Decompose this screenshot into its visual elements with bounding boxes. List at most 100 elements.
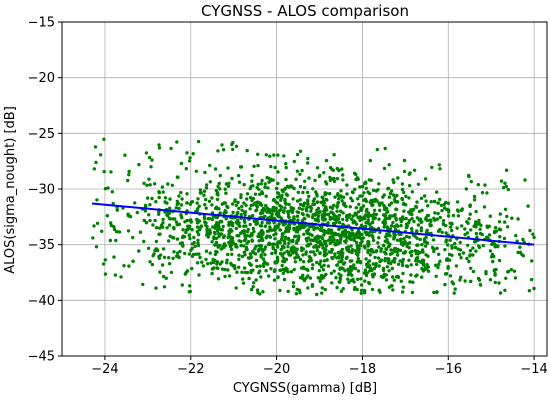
scatter-point — [352, 263, 356, 267]
scatter-point — [225, 258, 229, 262]
scatter-point — [142, 181, 146, 185]
scatter-point — [308, 276, 313, 280]
scatter-point — [322, 263, 326, 267]
scatter-point — [364, 209, 368, 213]
scatter-point — [411, 280, 415, 284]
scatter-point — [318, 242, 323, 246]
scatter-point — [315, 200, 320, 204]
scatter-point — [188, 156, 192, 160]
scatter-point — [493, 272, 497, 276]
scatter-point — [418, 237, 422, 242]
scatter-point — [102, 137, 106, 141]
scatter-point — [258, 202, 263, 207]
scatter-point — [370, 234, 374, 238]
scatter-point — [337, 197, 341, 201]
scatter-point — [223, 187, 227, 191]
scatter-point — [268, 154, 272, 158]
scatter-point — [188, 236, 192, 241]
scatter-point — [244, 245, 249, 249]
scatter-point — [471, 246, 475, 250]
scatter-point — [308, 232, 312, 236]
scatter-point — [216, 184, 220, 189]
scatter-point — [248, 234, 252, 238]
scatter-point — [323, 287, 327, 292]
scatter-point — [394, 216, 398, 220]
scatter-point — [375, 147, 379, 152]
scatter-point — [237, 234, 241, 238]
scatter-point — [458, 240, 462, 245]
scatter-point — [354, 206, 358, 210]
scatter-point — [527, 289, 532, 293]
scatter-point — [345, 192, 349, 196]
scatter-point — [208, 163, 212, 168]
scatter-point — [349, 278, 353, 283]
scatter-point — [259, 243, 263, 248]
scatter-point — [175, 140, 179, 144]
scatter-point — [338, 267, 342, 271]
scatter-point — [505, 225, 510, 229]
scatter-point — [310, 284, 315, 288]
scatter-point — [391, 178, 395, 182]
scatter-point — [122, 264, 126, 268]
scatter-point — [249, 287, 254, 292]
scatter-point — [359, 277, 363, 281]
scatter-point — [145, 183, 149, 187]
scatter-point — [518, 250, 523, 254]
scatter-point — [217, 207, 221, 211]
scatter-point — [307, 259, 311, 263]
scatter-point — [147, 155, 152, 160]
scatter-point — [315, 194, 319, 198]
scatter-point — [487, 224, 492, 228]
scatter-point — [469, 228, 473, 232]
scatter-point — [145, 196, 150, 200]
scatter-point — [185, 269, 190, 273]
scatter-point — [265, 262, 270, 266]
scatter-point — [356, 253, 360, 257]
scatter-point — [154, 286, 158, 290]
scatter-point — [468, 249, 473, 253]
scatter-point — [442, 206, 447, 210]
scatter-point — [334, 232, 338, 237]
y-tick-label: −25 — [28, 127, 55, 142]
scatter-point — [185, 218, 189, 223]
scatter-point — [217, 234, 221, 239]
scatter-point — [501, 185, 506, 190]
scatter-point — [219, 232, 224, 236]
scatter-point — [430, 165, 434, 170]
scatter-point — [402, 169, 407, 174]
scatter-point — [227, 181, 231, 185]
scatter-point — [383, 146, 387, 151]
scatter-point — [521, 237, 525, 242]
scatter-point — [437, 262, 441, 266]
scatter-point — [407, 196, 411, 200]
scatter-point — [221, 244, 226, 248]
scatter-point — [358, 241, 363, 245]
y-axis-ticks: −45 −40 −35 −30 −25 −20 −15 — [28, 16, 62, 365]
scatter-point — [260, 229, 264, 233]
scatter-point — [157, 143, 161, 147]
scatter-point — [256, 152, 260, 156]
scatter-point — [359, 291, 363, 295]
scatter-point — [401, 271, 405, 276]
scatter-point — [323, 205, 328, 209]
scatter-point — [237, 221, 241, 225]
scatter-point — [168, 206, 172, 210]
scatter-point — [263, 182, 267, 186]
scatter-point — [424, 267, 429, 271]
scatter-point — [190, 200, 195, 204]
scatter-point — [440, 230, 444, 234]
scatter-point — [480, 191, 485, 195]
scatter-point — [437, 252, 441, 256]
scatter-point — [245, 192, 250, 196]
scatter-point — [382, 203, 386, 208]
scatter-point — [248, 207, 252, 211]
scatter-point — [526, 204, 530, 208]
scatter-point — [278, 228, 283, 232]
scatter-point — [356, 228, 361, 233]
scatter-point — [341, 211, 345, 215]
scatter-point — [270, 242, 275, 246]
scatter-point — [316, 206, 321, 210]
scatter-point — [453, 241, 457, 246]
scatter-point — [296, 238, 300, 243]
scatter-point — [215, 266, 219, 270]
